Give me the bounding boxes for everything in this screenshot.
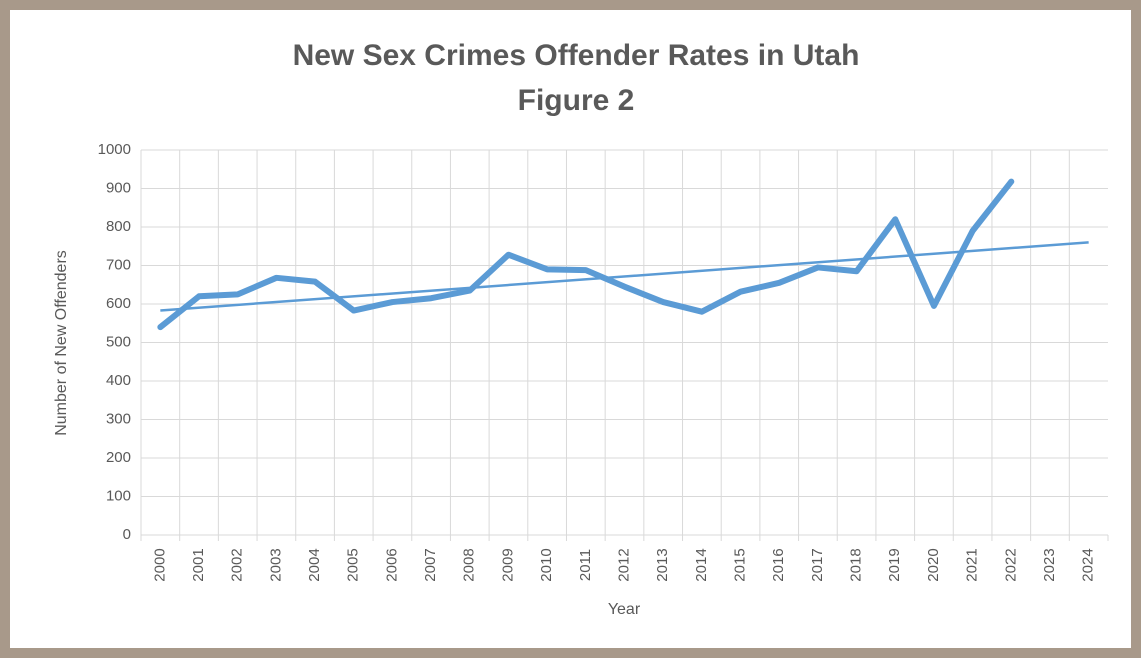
x-tick-label: 2012	[615, 548, 632, 581]
y-tick-label: 100	[106, 487, 131, 504]
y-tick-label: 200	[106, 449, 131, 466]
y-tick-label: 700	[106, 256, 131, 273]
x-tick-label: 2023	[1041, 548, 1058, 581]
x-tick-label: 2004	[306, 548, 323, 581]
x-tick-label: 2010	[538, 548, 555, 581]
x-tick-label: 2003	[267, 548, 284, 581]
x-tick-label: 2011	[577, 549, 594, 581]
data-line	[157, 178, 1015, 331]
x-tick-label: 2002	[229, 548, 246, 581]
chart-title: New Sex Crimes Offender Rates in Utah	[293, 39, 860, 72]
x-tick-label: 2021	[964, 548, 981, 581]
x-tick-label: 2006	[383, 548, 400, 581]
y-tick-label: 400	[106, 372, 131, 389]
trendline	[160, 241, 1089, 312]
y-tick-label: 600	[106, 295, 131, 312]
chart: New Sex Crimes Offender Rates in Utah Fi…	[53, 39, 1109, 618]
x-tick-label: 2007	[422, 548, 439, 581]
y-tick-label: 900	[106, 179, 131, 196]
x-axis-label: Year	[608, 601, 641, 618]
chart-subtitle: Figure 2	[518, 84, 635, 117]
x-tick-label: 2001	[190, 548, 207, 581]
x-tick-label: 2019	[886, 548, 903, 581]
x-tick-label: 2024	[1080, 548, 1097, 581]
x-tick-label: 2014	[693, 548, 710, 581]
y-tick-label: 300	[106, 410, 131, 427]
x-tick-label: 2013	[654, 548, 671, 581]
y-tick-label: 500	[106, 333, 131, 350]
x-tick-label: 2000	[151, 548, 168, 581]
y-tick-label: 1000	[98, 141, 131, 158]
x-tick-label: 2022	[1002, 548, 1019, 581]
x-tick-label: 2009	[499, 548, 516, 581]
x-tick-label: 2008	[461, 548, 478, 581]
x-tick-label: 2018	[848, 548, 865, 581]
x-tick-label: 2015	[732, 548, 749, 581]
y-tick-label: 800	[106, 218, 131, 235]
y-tick-label: 0	[123, 526, 131, 543]
x-tick-label: 2005	[345, 548, 362, 581]
y-axis-label: Number of New Offenders	[53, 250, 70, 436]
x-tick-label: 2020	[925, 548, 942, 581]
x-tick-label: 2017	[809, 548, 826, 581]
x-tick-label: 2016	[770, 548, 787, 581]
